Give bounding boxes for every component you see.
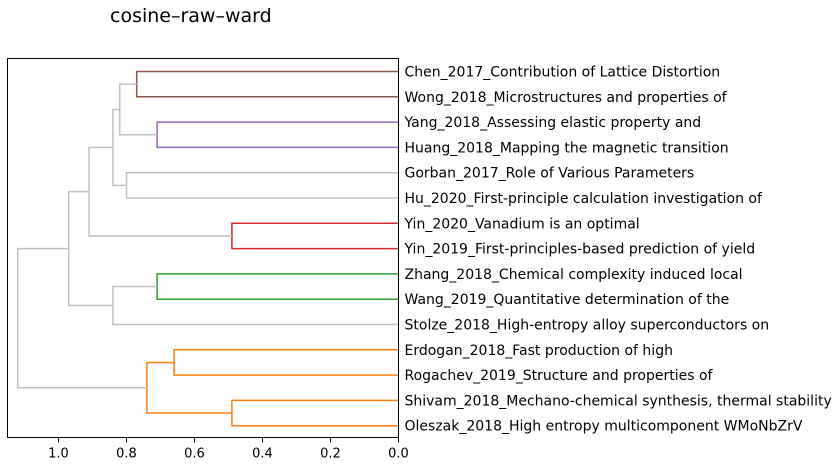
leaf-label: Zhang_2018_Chemical complexity induced l… — [405, 267, 743, 283]
leaf-label: Gorban_2017_Role of Various Parameters — [405, 166, 695, 182]
x-tick-label: 0.8 — [116, 447, 137, 462]
leaf-label: Yin_2020_Vanadium is an optimal — [404, 216, 640, 232]
dendrogram-link — [156, 121, 399, 149]
dendrogram-link — [88, 146, 232, 237]
leaf-labels: Chen_2017_Contribution of Lattice Distor… — [404, 65, 832, 435]
dendrogram-link — [125, 171, 399, 199]
dendrogram-links — [16, 70, 399, 427]
dendrogram-link — [156, 273, 399, 300]
dendrogram-link — [173, 349, 399, 376]
leaf-label: Wang_2019_Quantitative determination of … — [405, 292, 730, 308]
leaf-label: Rogachev_2019_Structure and properties o… — [405, 368, 714, 384]
leaf-label: Chen_2017_Contribution of Lattice Distor… — [405, 65, 721, 81]
dendrogram-link — [16, 247, 147, 389]
leaf-label: Stolze_2018_High-entropy alloy supercond… — [405, 318, 770, 334]
leaf-label: Oleszak_2018_High entropy multicomponent… — [405, 419, 803, 435]
x-tick-label: 0.4 — [252, 447, 273, 462]
x-axis-ticks: 1.0 0.8 0.6 0.4 0.2 0.0 — [48, 437, 409, 462]
x-tick-label: 0.2 — [320, 447, 341, 462]
dendrogram-link — [135, 70, 399, 98]
dendrogram-link — [231, 399, 399, 427]
dendrogram-link — [231, 222, 399, 250]
dendrogram-link — [118, 83, 158, 136]
dendrogram-link — [146, 361, 232, 414]
leaf-label: Hu_2020_First-principle calculation inve… — [405, 191, 763, 207]
x-tick-label: 0.6 — [184, 447, 205, 462]
leaf-label: Huang_2018_Mapping the magnetic transiti… — [405, 140, 729, 156]
dendrogram-link — [67, 190, 113, 307]
leaf-label: Yang_2018_Assessing elastic property and — [404, 115, 702, 131]
leaf-label: Yin_2019_First-principles-based predicti… — [404, 242, 756, 258]
chart-title: cosine–raw–ward — [110, 5, 272, 27]
leaf-label: Erdogan_2018_Fast production of high — [405, 343, 673, 359]
plot-frame — [7, 58, 399, 438]
leaf-label: Wong_2018_Microstructures and properties… — [405, 90, 728, 106]
leaf-label: Shivam_2018_Mechano-chemical synthesis, … — [405, 393, 832, 409]
dendrogram-link — [112, 285, 399, 326]
x-tick-label: 0.0 — [388, 447, 409, 462]
x-tick-label: 1.0 — [48, 447, 69, 462]
